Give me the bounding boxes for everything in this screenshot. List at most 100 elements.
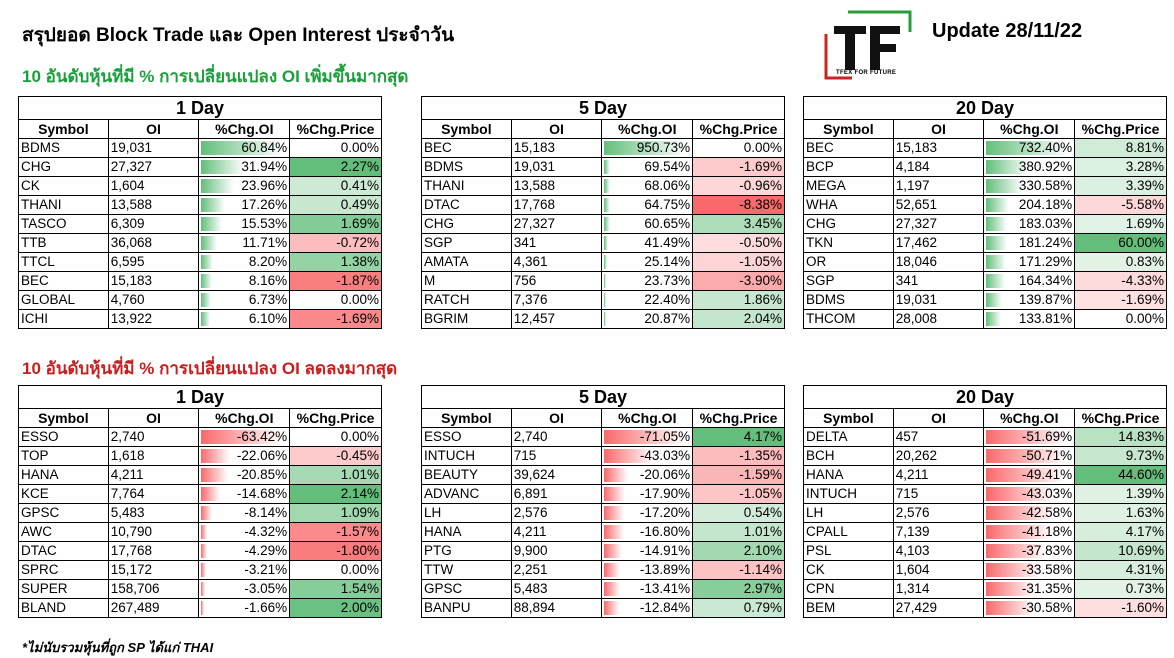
chg-price-cell: 0.54% xyxy=(692,503,785,523)
symbol-cell: TTB xyxy=(18,233,109,253)
chg-oi-value: -4.29% xyxy=(244,543,288,558)
chg-price-value: -5.58% xyxy=(1121,197,1164,212)
chg-price-value: -1.69% xyxy=(739,159,782,174)
chg-oi-cell: -51.69% xyxy=(983,427,1076,447)
chg-oi-cell: -3.21% xyxy=(198,560,291,580)
chg-oi-value: 64.75% xyxy=(644,197,691,212)
oi-cell: 88,894 xyxy=(510,598,603,618)
chg-price-value: 4.17% xyxy=(1125,524,1164,539)
chg-price-cell: -0.72% xyxy=(289,233,382,253)
chg-price-cell: 9.73% xyxy=(1074,446,1167,466)
oi-cell: 756 xyxy=(510,271,603,291)
symbol-cell: WHA xyxy=(803,195,894,215)
symbol-cell: CK xyxy=(803,560,894,580)
chg-price-cell: 4.17% xyxy=(692,427,785,447)
chg-price-cell: 2.04% xyxy=(692,309,785,329)
oi-cell: 15,183 xyxy=(107,271,200,291)
col-chg-price-header: %Chg.Price xyxy=(692,119,785,139)
table-row: RATCH 7,376 22.40% 1.86% xyxy=(421,290,785,310)
chg-price-cell: 1.38% xyxy=(289,252,382,272)
chg-oi-value: -49.41% xyxy=(1021,467,1073,482)
oi-cell: 27,327 xyxy=(510,214,603,234)
chg-oi-value: 60.84% xyxy=(241,140,288,155)
oi-cell: 2,740 xyxy=(107,427,200,447)
chg-price-value: 0.00% xyxy=(743,140,782,155)
chg-oi-value: -14.91% xyxy=(639,543,691,558)
chg-price-value: 10.69% xyxy=(1118,543,1164,558)
table-row: BEC 15,183 8.16% -1.87% xyxy=(18,271,382,291)
chg-oi-value: 17.26% xyxy=(241,197,288,212)
oi-cell: 5,483 xyxy=(107,503,200,523)
chg-oi-cell: 171.29% xyxy=(983,252,1076,272)
oi-cell: 6,595 xyxy=(107,252,200,272)
chg-price-value: 1.69% xyxy=(340,216,379,231)
symbol-cell: LH xyxy=(803,503,894,523)
chg-oi-value: 25.14% xyxy=(644,254,691,269)
chg-oi-value: 60.65% xyxy=(644,216,691,231)
chg-price-cell: 3.28% xyxy=(1074,157,1167,177)
oi-data-bar xyxy=(986,563,1040,577)
chg-oi-value: 41.49% xyxy=(644,235,691,250)
chg-oi-value: -1.66% xyxy=(244,600,288,615)
chg-oi-cell: -3.05% xyxy=(198,579,291,599)
table-row: WHA 52,651 204.18% -5.58% xyxy=(803,195,1167,215)
chg-oi-cell: 23.73% xyxy=(601,271,694,291)
oi-data-bar xyxy=(604,236,609,250)
oi-cell: 10,790 xyxy=(107,522,200,542)
oi-cell: 12,457 xyxy=(510,309,603,329)
table-period: 1 Day xyxy=(18,385,382,409)
chg-oi-cell: 64.75% xyxy=(601,195,694,215)
oi-cell: 5,483 xyxy=(510,579,603,599)
chg-price-cell: -1.69% xyxy=(1074,290,1167,310)
logo-tagline: TFEX FOR FUTURE xyxy=(836,70,897,76)
oi-decrease-table-1: 1 Day Symbol OI %Chg.OI %Chg.Price ESSO 2,740 -… xyxy=(18,385,382,618)
chg-price-value: 4.17% xyxy=(743,429,782,444)
symbol-cell: CHG xyxy=(18,157,109,177)
chg-oi-value: -50.71% xyxy=(1021,448,1073,463)
table-period: 5 Day xyxy=(421,96,785,120)
chg-price-cell: -1.60% xyxy=(1074,598,1167,618)
chg-oi-value: -16.80% xyxy=(639,524,691,539)
chg-oi-value: -17.90% xyxy=(639,486,691,501)
symbol-cell: TKN xyxy=(803,233,894,253)
table-row: BLAND 267,489 -1.66% 2.00% xyxy=(18,598,382,618)
oi-cell: 27,327 xyxy=(107,157,200,177)
chg-price-value: -1.05% xyxy=(739,254,782,269)
oi-cell: 4,361 xyxy=(510,252,603,272)
table-row: BCH 20,262 -50.71% 9.73% xyxy=(803,446,1167,466)
oi-cell: 6,309 xyxy=(107,214,200,234)
col-chg-oi-header: %Chg.OI xyxy=(601,119,694,139)
chg-oi-value: -43.03% xyxy=(639,448,691,463)
oi-data-bar xyxy=(986,312,1002,326)
oi-cell: 1,314 xyxy=(892,579,985,599)
chg-price-cell: 0.00% xyxy=(289,427,382,447)
chg-price-value: 2.04% xyxy=(743,311,782,326)
chg-oi-cell: 181.24% xyxy=(983,233,1076,253)
col-chg-oi-header: %Chg.OI xyxy=(983,408,1076,428)
oi-cell: 39,624 xyxy=(510,465,603,485)
oi-cell: 715 xyxy=(510,446,603,466)
chg-oi-cell: 330.58% xyxy=(983,176,1076,196)
oi-increase-table-2: 5 Day Symbol OI %Chg.OI %Chg.Price BEC 15,183 9… xyxy=(421,96,785,329)
chg-price-value: 3.39% xyxy=(1125,178,1164,193)
table-row: SGP 341 164.34% -4.33% xyxy=(803,271,1167,291)
oi-data-bar xyxy=(986,449,1067,463)
symbol-cell: DTAC xyxy=(421,195,512,215)
oi-cell: 2,576 xyxy=(510,503,603,523)
symbol-cell: CPN xyxy=(803,579,894,599)
chg-price-cell: 1.01% xyxy=(692,522,785,542)
chg-price-value: 9.73% xyxy=(1125,448,1164,463)
symbol-cell: ESSO xyxy=(18,427,109,447)
table-row: HANA 4,211 -20.85% 1.01% xyxy=(18,465,382,485)
oi-cell: 7,376 xyxy=(510,290,603,310)
col-chg-price-header: %Chg.Price xyxy=(1074,408,1167,428)
chg-oi-cell: -14.91% xyxy=(601,541,694,561)
oi-cell: 13,922 xyxy=(107,309,200,329)
chg-oi-value: -3.21% xyxy=(244,562,288,577)
col-chg-price-header: %Chg.Price xyxy=(289,119,382,139)
chg-price-cell: 3.39% xyxy=(1074,176,1167,196)
table-row: KCE 7,764 -14.68% 2.14% xyxy=(18,484,382,504)
chg-oi-value: 330.58% xyxy=(1018,178,1073,193)
chg-price-cell: 1.54% xyxy=(289,579,382,599)
chg-oi-cell: 69.54% xyxy=(601,157,694,177)
